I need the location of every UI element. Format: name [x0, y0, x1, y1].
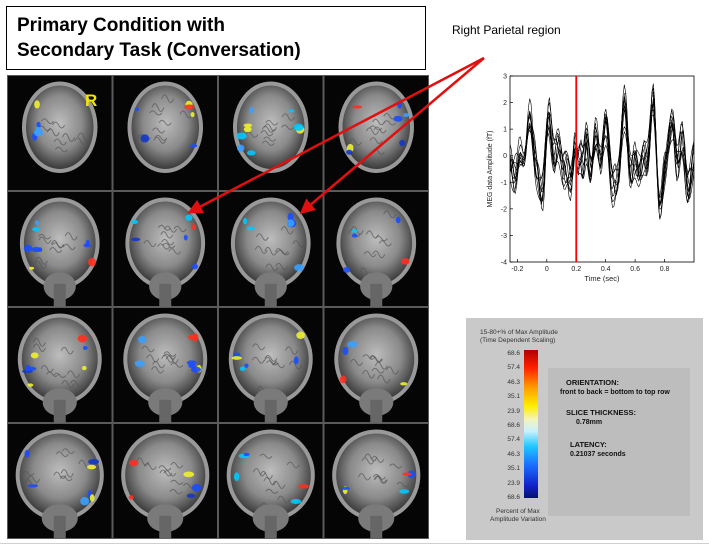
scale-tick-label: 57.4	[507, 436, 520, 444]
y-tick-label: 0	[503, 153, 507, 160]
legend-footer-1: Percent of Max	[496, 508, 540, 515]
x-axis-label: Time (sec)	[584, 274, 620, 283]
orientation-value: front to back = bottom to top row	[560, 389, 670, 396]
y-tick-label: 3	[503, 74, 507, 81]
thickness-heading: SLICE THICKNESS:	[566, 408, 637, 417]
meg-chart-svg: 3 2 1 0 -1 -2 -3 -4 -0.2 0 0.2 0.4 0.6 0.8 Time (sec) M…	[487, 74, 695, 283]
title-box: Primary Condition with Secondary Task (C…	[6, 6, 426, 70]
y-tick-label: 1	[503, 127, 507, 134]
y-tick-label: -3	[501, 233, 507, 240]
y-tick-label: -1	[501, 180, 507, 187]
mri-slice	[7, 423, 113, 539]
scale-tick-label: 68.6	[507, 422, 520, 429]
mri-slice	[112, 191, 218, 307]
legend-footer-2: Amplitude Variation	[490, 516, 546, 523]
title-line-1: Primary Condition with	[17, 15, 225, 36]
scale-tick-label: 35.1	[507, 393, 520, 401]
mri-slice	[7, 307, 113, 423]
mri-slice	[7, 75, 113, 191]
latency-heading: LATENCY:	[570, 440, 607, 449]
meg-series-line	[510, 98, 694, 206]
y-tick-label: -4	[501, 260, 507, 267]
mri-slice	[323, 423, 429, 539]
scale-tick-label: 35.1	[507, 465, 520, 473]
mri-slice	[323, 191, 429, 307]
mri-slice	[112, 75, 218, 191]
orientation-heading: ORIENTATION:	[566, 378, 620, 387]
thickness-value: 0.78mm	[576, 419, 603, 426]
mri-slice	[218, 307, 324, 423]
mri-slice	[7, 191, 113, 307]
meg-waveform-chart: 3 2 1 0 -1 -2 -3 -4 -0.2 0 0.2 0.4 0.6 0.8 Time (sec) M…	[470, 68, 706, 290]
scale-tick-label: 46.3	[507, 450, 520, 458]
scale-tick-label: 57.4	[507, 364, 520, 372]
bottom-rule	[0, 543, 709, 544]
legend-title-2: (Time Dependent Scaling)	[480, 337, 556, 344]
scale-tick-label: 46.3	[507, 378, 520, 386]
color-scale-legend: 15-80+% of Max Amplitude (Time Dependent…	[466, 318, 703, 540]
color-scale-bar	[524, 350, 538, 498]
mri-slice	[218, 75, 324, 191]
mri-slice	[112, 423, 218, 539]
meg-series-line	[510, 83, 694, 220]
scale-tick-label: 68.6	[507, 494, 520, 501]
x-tick-label: 0	[545, 266, 549, 273]
r-marker: R	[85, 91, 97, 110]
scale-tick-label: 68.6	[507, 350, 520, 357]
scale-tick-label: 23.9	[507, 479, 520, 487]
mri-slice	[218, 191, 324, 307]
slice-info-box: ORIENTATION: front to back = bottom to t…	[548, 368, 690, 516]
x-tick-label: 0.6	[630, 266, 640, 273]
mri-slice	[323, 307, 429, 423]
x-tick-label: 0.2	[571, 266, 581, 273]
mri-slice	[218, 423, 324, 539]
region-label: Right Parietal region	[452, 23, 561, 37]
x-tick-label: 0.8	[660, 266, 670, 273]
mri-slice	[112, 307, 218, 423]
meg-series-line	[510, 84, 694, 207]
x-tick-label: 0.4	[601, 266, 611, 273]
title-line-2: Secondary Task (Conversation)	[17, 40, 301, 61]
x-tick-label: -0.2	[511, 266, 523, 273]
mri-slice-grid: R	[7, 75, 429, 539]
y-tick-label: -2	[501, 206, 507, 213]
mri-slice	[323, 75, 429, 191]
meg-series-line	[510, 95, 694, 198]
y-axis-label: MEG data Amplitude (fT)	[487, 130, 494, 207]
y-tick-label: 2	[503, 100, 507, 107]
latency-value: 0.21037 seconds	[570, 451, 626, 458]
legend-title-1: 15-80+% of Max Amplitude	[480, 329, 558, 336]
color-scale-gradient	[524, 350, 538, 498]
mri-slices: R	[7, 75, 429, 539]
scale-tick-label: 23.9	[507, 407, 520, 415]
